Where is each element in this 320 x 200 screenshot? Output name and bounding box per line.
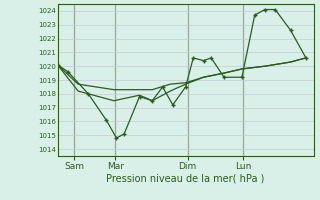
X-axis label: Pression niveau de la mer( hPa ): Pression niveau de la mer( hPa ) [107,173,265,183]
